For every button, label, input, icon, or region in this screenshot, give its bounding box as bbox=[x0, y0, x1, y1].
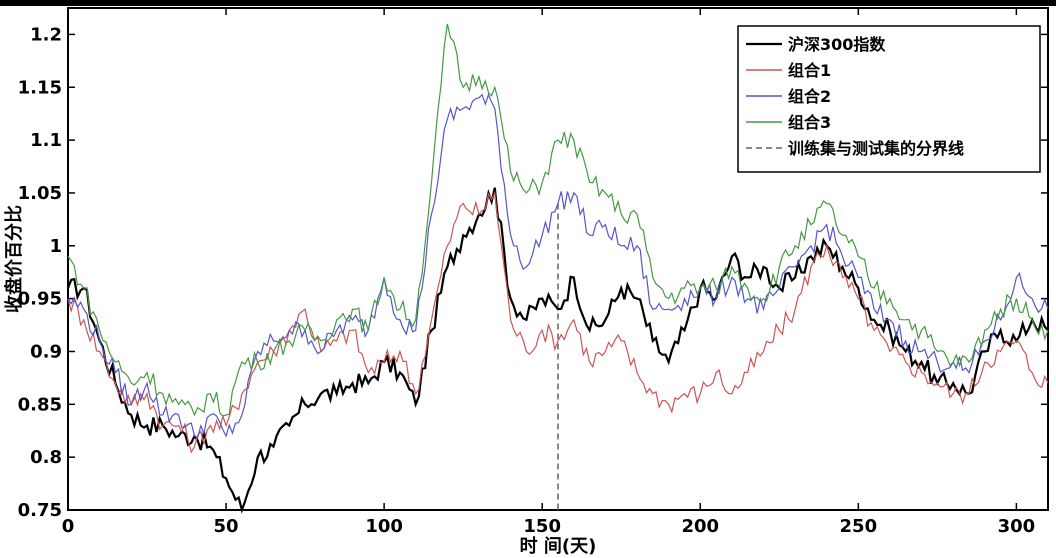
x-tick-label: 0 bbox=[62, 516, 75, 537]
y-tick-label: 0.9 bbox=[30, 341, 62, 362]
y-tick-label: 1.2 bbox=[30, 24, 62, 45]
legend-entry: 组合2 bbox=[788, 87, 831, 106]
y-tick-label: 1 bbox=[49, 236, 62, 257]
top-border-strip bbox=[0, 0, 1056, 6]
y-axis-label: 收盘价百分比 bbox=[3, 205, 25, 313]
axis-ticks: 0 50 100 150 200 250 300 0.75 0.8 0.85 0.9 0.95 1 1.0… bbox=[18, 8, 1048, 537]
legend-box bbox=[737, 25, 1041, 173]
legend-entry: 组合1 bbox=[788, 61, 831, 80]
y-tick-label: 1.15 bbox=[18, 77, 62, 98]
series-line-0 bbox=[66, 187, 1049, 514]
y-tick-label: 0.95 bbox=[18, 289, 62, 310]
x-tick-label: 200 bbox=[681, 516, 719, 537]
y-tick-label: 1.05 bbox=[18, 183, 62, 204]
series-line-3 bbox=[67, 23, 1049, 417]
x-tick-label: 250 bbox=[840, 516, 878, 537]
series-layer bbox=[66, 23, 1049, 514]
y-tick-label: 0.85 bbox=[18, 394, 62, 415]
series-line-2 bbox=[67, 93, 1049, 439]
legend-entry: 训练集与测试集的分界线 bbox=[788, 139, 964, 158]
legend-entry: 沪深300指数 bbox=[788, 35, 886, 54]
x-tick-label: 300 bbox=[998, 516, 1036, 537]
legend-entry: 组合3 bbox=[788, 113, 831, 132]
y-tick-label: 0.75 bbox=[18, 500, 62, 521]
series-line-1 bbox=[67, 190, 1049, 454]
x-axis-label: 时 间(天) bbox=[520, 536, 597, 557]
y-tick-label: 1.1 bbox=[30, 130, 62, 151]
x-tick-label: 100 bbox=[365, 516, 403, 537]
x-tick-label: 150 bbox=[523, 516, 561, 537]
y-tick-label: 0.8 bbox=[30, 447, 62, 468]
x-tick-label: 50 bbox=[214, 516, 239, 537]
